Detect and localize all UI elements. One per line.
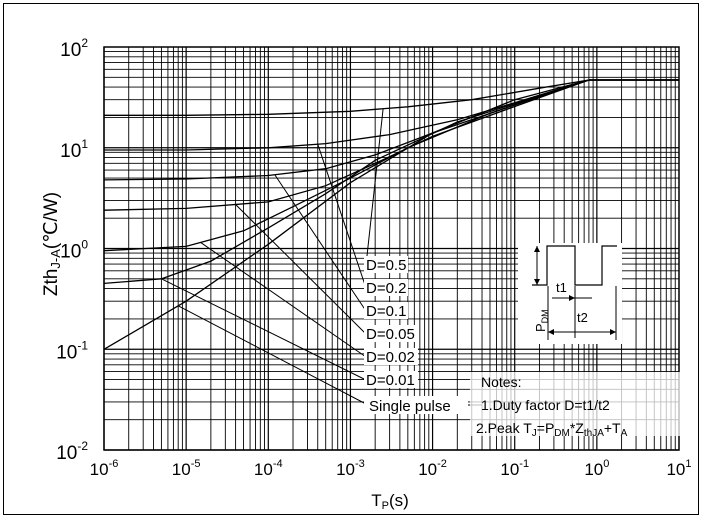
y-tick-label: 100	[60, 238, 88, 263]
tick-labels: 10-6 10-5 10-4 10-3 10-2 10-1 100 101 10-2 10-1 10…	[56, 36, 691, 479]
label-d-0-2: D=0.2	[366, 280, 406, 297]
curves	[103, 79, 679, 350]
y-tick-label: 101	[60, 137, 88, 162]
note-peak-tj: 2.Peak TJ=PDM*ZthJA+TA	[476, 420, 628, 439]
label-d-0-02: D=0.02	[366, 349, 415, 366]
leader-line-0	[365, 108, 384, 266]
series-line-6	[103, 79, 679, 350]
x-tick-label: 10-3	[336, 458, 365, 479]
x-tick-label: 10-2	[418, 458, 447, 479]
x-tick-label: 10-6	[90, 458, 119, 479]
pulse-t1-label: t1	[556, 280, 567, 295]
x-tick-label: 101	[666, 458, 691, 479]
leader-line-1	[317, 143, 367, 289]
notes-title: Notes:	[481, 374, 521, 390]
note-duty-factor: 1.Duty factor D=t1/t2	[481, 397, 610, 413]
label-d-0-01: D=0.01	[366, 372, 415, 389]
label-single-pulse: Single pulse	[369, 398, 451, 415]
pulse-waveform-inset: t1 t2 PDM	[518, 243, 622, 344]
series-line-0	[104, 79, 679, 116]
label-d-0-05: D=0.05	[366, 326, 415, 343]
y-tick-label: 102	[60, 36, 88, 61]
leader-line-2	[274, 174, 367, 312]
leader-line-5	[161, 278, 367, 381]
curve-labels: D=0.5 D=0.2 D=0.1 D=0.05 D=0.02 D=0.01 S…	[364, 256, 468, 415]
label-leaders	[161, 108, 482, 406]
y-axis-label: ZthJ-A(℃/W)	[41, 192, 63, 296]
y-tick-label: 10-1	[56, 338, 88, 363]
x-axis-label: TP(s)	[371, 491, 409, 512]
leader-line-3	[235, 204, 367, 335]
pulse-pdm-label: PDM	[533, 309, 550, 332]
pulse-t2-label: t2	[577, 310, 588, 325]
label-d-0-1: D=0.1	[366, 303, 406, 320]
y-tick-label: 10-2	[56, 439, 88, 464]
notes-box: Notes: 1.Duty factor D=t1/t2 2.Peak TJ=P…	[470, 372, 690, 439]
leader-line-4	[200, 242, 367, 358]
label-d-0-5: D=0.5	[366, 257, 406, 274]
series-line-5	[103, 79, 679, 285]
x-tick-label: 10-5	[172, 458, 201, 479]
plot-border	[103, 46, 680, 451]
leader-line-6	[177, 305, 367, 405]
x-tick-label: 10-4	[254, 458, 283, 479]
x-tick-label: 10-1	[500, 458, 529, 479]
x-tick-label: 100	[584, 458, 609, 479]
